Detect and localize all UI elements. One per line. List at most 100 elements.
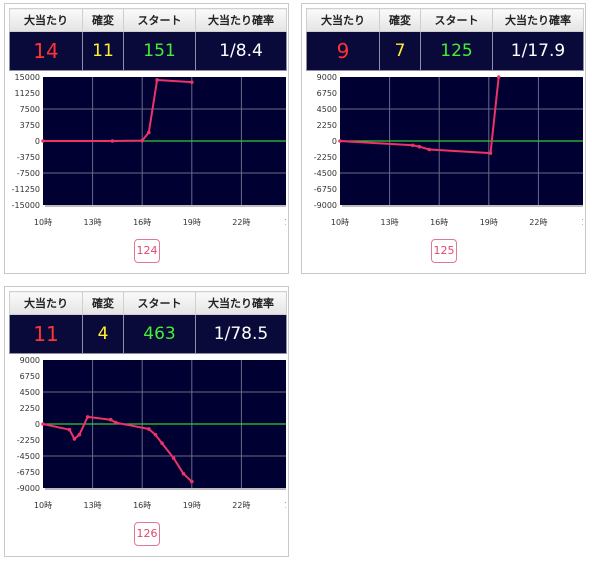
data-point [417, 144, 422, 149]
x-tick-label: 13時 [84, 501, 102, 510]
data-point [72, 437, 77, 441]
y-tick-label: -2250 [17, 436, 40, 445]
start-value: 125 [420, 31, 493, 71]
data-point [488, 151, 493, 155]
x-tick-label: 1時 [284, 218, 286, 227]
data-point [41, 422, 45, 426]
jackpots-value: 9 [306, 31, 380, 71]
data-point [113, 420, 118, 425]
data-point [190, 80, 194, 84]
data-point [153, 432, 158, 437]
kakuhen-value: 7 [379, 31, 421, 71]
data-point [338, 139, 342, 143]
y-tick-label: 9000 [317, 73, 337, 82]
y-tick-label: 4500 [317, 105, 337, 114]
x-tick-label: 10時 [34, 218, 52, 227]
y-tick-label: 7500 [20, 105, 40, 114]
probability-header: 大当たり確率 [195, 291, 287, 315]
kakuhen-value: 4 [82, 314, 124, 354]
y-tick-label: 2250 [20, 404, 40, 413]
slump-graph: 15000 11250 7500 3750 0 -3750 -7500 -11250 -1500… [12, 73, 286, 227]
machine-number-button[interactable]: 125 [431, 239, 457, 263]
kakuhen-value: 11 [82, 31, 124, 71]
y-tick-label: 4500 [20, 388, 40, 397]
y-tick-label: -9000 [17, 484, 40, 493]
data-point [160, 441, 164, 445]
kakuhen-header: 確変 [379, 8, 421, 32]
x-tick-label: 16時 [430, 218, 448, 227]
slump-graph: 9000 6750 4500 2250 0 -2250 -4500 -6750 -9000 10時… [314, 73, 583, 227]
slump-graph: 9000 6750 4500 2250 0 -2250 -4500 -6750 -9000 10時… [17, 356, 286, 510]
kakuhen-header: 確変 [82, 291, 124, 315]
start-value: 463 [123, 314, 196, 354]
start-header: スタート [123, 291, 196, 315]
x-tick-label: 16時 [133, 218, 151, 227]
data-point [110, 139, 115, 143]
jackpots-value: 14 [9, 31, 83, 71]
x-tick-label: 13時 [84, 218, 102, 227]
stats-table: 大当たり 確変 スタート 大当たり確率 14 11 151 1/8.4 [9, 8, 287, 71]
machine-number-button[interactable]: 124 [134, 239, 160, 263]
y-tick-label: 6750 [317, 89, 337, 98]
data-point [190, 479, 194, 484]
y-tick-label: 0 [35, 420, 40, 429]
y-tick-label: -4500 [314, 169, 337, 178]
data-point [147, 427, 151, 431]
data-point [410, 143, 415, 148]
probability-value: 1/78.5 [195, 314, 287, 354]
probability-value: 1/17.9 [492, 31, 584, 71]
data-point [181, 471, 186, 476]
y-tick-label: -6750 [314, 185, 337, 194]
x-tick-label: 10時 [331, 218, 349, 227]
machine-card: 大当たり 確変 スタート 大当たり確率 9 7 125 1/17.9 9000 6… [301, 3, 586, 274]
machine-card: 大当たり 確変 スタート 大当たり確率 11 4 463 1/78.5 9000… [4, 286, 289, 557]
x-tick-label: 10時 [34, 501, 52, 510]
y-tick-label: 11250 [15, 89, 40, 98]
start-value: 151 [123, 31, 196, 71]
probability-value: 1/8.4 [195, 31, 287, 71]
data-point [140, 138, 144, 143]
x-tick-label: 13時 [381, 218, 399, 227]
data-point [77, 432, 82, 437]
y-tick-label: 15000 [15, 73, 40, 82]
data-point [427, 147, 432, 152]
probability-header: 大当たり確率 [195, 8, 287, 32]
y-tick-label: -6750 [17, 468, 40, 477]
y-tick-label: -4500 [17, 452, 40, 461]
data-point [67, 427, 72, 432]
data-point [147, 130, 151, 135]
series-line [339, 76, 500, 155]
x-tick-label: 1時 [284, 501, 286, 510]
y-tick-label: -3750 [17, 153, 40, 162]
x-tick-label: 16時 [133, 501, 151, 510]
y-tick-label: 3750 [20, 121, 40, 130]
data-point [496, 75, 501, 79]
x-tick-label: 22時 [232, 501, 250, 510]
x-tick-label: 19時 [183, 218, 201, 227]
data-point [108, 417, 113, 422]
x-tick-label: 19時 [480, 218, 498, 227]
start-header: スタート [123, 8, 196, 32]
jackpots-header: 大当たり [9, 291, 83, 315]
stats-table: 大当たり 確変 スタート 大当たり確率 11 4 463 1/78.5 [9, 291, 287, 354]
y-tick-label: 6750 [20, 372, 40, 381]
y-tick-label: -2250 [314, 153, 337, 162]
y-tick-label: 0 [332, 137, 337, 146]
jackpots-value: 11 [9, 314, 83, 354]
y-tick-label: -11250 [12, 185, 40, 194]
machine-card: 大当たり 確変 スタート 大当たり確率 14 11 151 1/8.4 1500… [4, 3, 289, 274]
series-line [43, 79, 192, 142]
data-point [171, 456, 176, 460]
y-tick-label: 0 [35, 137, 40, 146]
jackpots-header: 大当たり [9, 8, 83, 32]
probability-header: 大当たり確率 [492, 8, 584, 32]
machine-number-button[interactable]: 126 [134, 522, 160, 546]
x-tick-label: 22時 [232, 218, 250, 227]
kakuhen-header: 確変 [82, 8, 124, 32]
x-tick-label: 19時 [183, 501, 201, 510]
y-tick-label: -7500 [17, 169, 40, 178]
y-tick-label: -9000 [314, 201, 337, 210]
y-tick-label: -15000 [12, 201, 40, 210]
data-point [85, 415, 90, 419]
stats-table: 大当たり 確変 スタート 大当たり確率 9 7 125 1/17.9 [306, 8, 584, 71]
